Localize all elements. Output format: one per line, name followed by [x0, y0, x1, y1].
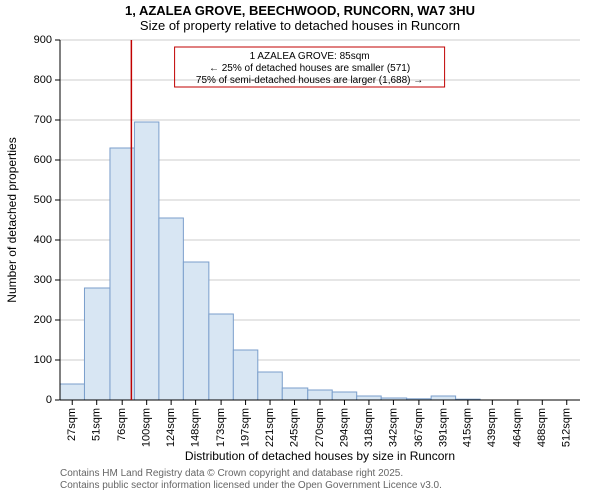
x-tick-label: 245sqm	[288, 408, 300, 447]
histogram-bar	[60, 384, 84, 400]
x-tick-label: 391sqm	[437, 408, 449, 447]
histogram-bar	[258, 372, 282, 400]
x-tick-label: 76sqm	[116, 408, 128, 441]
chart-container: 1, AZALEA GROVE, BEECHWOOD, RUNCORN, WA7…	[0, 0, 600, 500]
x-tick-label: 27sqm	[66, 408, 78, 441]
y-tick-label: 100	[34, 354, 52, 366]
x-tick-label: 488sqm	[536, 408, 548, 447]
histogram-bar	[209, 314, 233, 400]
histogram-bar	[159, 218, 183, 400]
footer-attrib: Contains HM Land Registry data © Crown c…	[60, 468, 442, 492]
histogram-bar	[84, 288, 109, 400]
x-tick-label: 367sqm	[413, 408, 425, 447]
histogram-bar	[357, 396, 381, 400]
y-tick-label: 400	[34, 234, 52, 246]
annotation-line: 1 AZALEA GROVE: 85sqm	[250, 51, 370, 62]
x-tick-label: 173sqm	[215, 408, 227, 447]
x-tick-label: 415sqm	[462, 408, 474, 447]
x-tick-label: 294sqm	[338, 408, 350, 447]
x-tick-label: 197sqm	[239, 408, 251, 447]
x-tick-label: 100sqm	[141, 408, 153, 447]
histogram-bar	[431, 396, 455, 400]
histogram-bar	[282, 388, 307, 400]
x-tick-label: 439sqm	[486, 408, 498, 447]
x-tick-label: 318sqm	[363, 408, 375, 447]
x-axis-title: Distribution of detached houses by size …	[185, 449, 455, 463]
histogram-bar	[332, 392, 356, 400]
y-tick-label: 500	[34, 194, 52, 206]
histogram-bar	[233, 350, 257, 400]
histogram-bar	[183, 262, 208, 400]
y-tick-label: 0	[46, 394, 52, 406]
y-tick-label: 700	[34, 114, 52, 126]
x-tick-label: 221sqm	[264, 408, 276, 447]
histogram-bar	[308, 390, 332, 400]
footer-line-1: Contains HM Land Registry data © Crown c…	[60, 468, 442, 480]
x-tick-label: 464sqm	[512, 408, 524, 447]
x-tick-label: 148sqm	[190, 408, 202, 447]
y-tick-label: 200	[34, 314, 52, 326]
x-tick-label: 342sqm	[387, 408, 399, 447]
histogram-plot: 0 100 200 300 400 500 600 700 800 900 27sqm 51sqm 76…	[0, 0, 600, 470]
y-tick-label: 800	[34, 74, 52, 86]
x-tick-label: 270sqm	[314, 408, 326, 447]
x-tick-label: 512sqm	[561, 408, 573, 447]
y-tick-label: 900	[34, 34, 52, 46]
annotation-line: 75% of semi-detached houses are larger (…	[196, 75, 423, 86]
x-tick-label: 51sqm	[91, 408, 103, 441]
y-tick-label: 600	[34, 154, 52, 166]
histogram-bar	[134, 122, 158, 400]
annotation-line: ← 25% of detached houses are smaller (57…	[209, 63, 410, 74]
x-tick-label: 124sqm	[165, 408, 177, 447]
y-axis-title: Number of detached properties	[5, 137, 19, 302]
y-tick-label: 300	[34, 274, 52, 286]
footer-line-2: Contains public sector information licen…	[60, 480, 442, 492]
